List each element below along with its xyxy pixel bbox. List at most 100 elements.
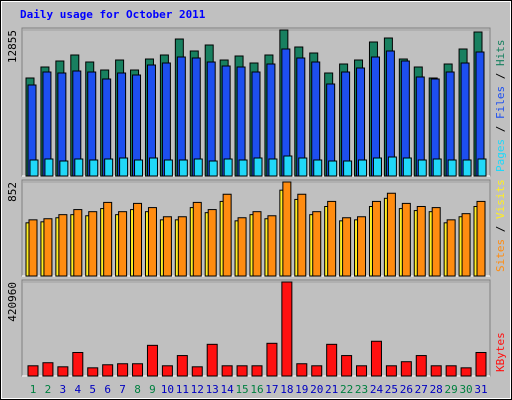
bar <box>161 365 173 377</box>
bar <box>402 157 412 177</box>
bar <box>341 71 351 177</box>
legend: Sites / Visits <box>494 179 507 272</box>
bar <box>44 158 54 177</box>
bar <box>432 158 442 177</box>
bar <box>312 211 322 277</box>
bar <box>311 61 321 177</box>
bar <box>103 201 113 277</box>
y-tick-label: 420960 <box>6 282 19 322</box>
bar <box>221 365 233 377</box>
bar <box>341 355 353 377</box>
x-tick-label: 30 <box>459 383 472 396</box>
bar <box>72 351 84 377</box>
bar <box>28 219 38 277</box>
x-tick-label: 15 <box>235 383 248 396</box>
bar <box>191 366 203 377</box>
bar <box>326 343 338 377</box>
bar <box>223 158 233 177</box>
bar <box>328 160 338 177</box>
x-tick-label: 3 <box>60 383 67 396</box>
bar <box>460 367 472 377</box>
bar <box>343 160 353 177</box>
bar <box>236 365 248 377</box>
bar <box>27 365 39 377</box>
bar <box>267 215 277 277</box>
legend-entry: Files <box>494 86 507 119</box>
bar <box>104 158 114 177</box>
x-tick-label: 27 <box>415 383 428 396</box>
bar <box>147 207 157 277</box>
bar <box>163 159 173 177</box>
bar <box>431 207 441 277</box>
bar <box>89 159 99 177</box>
bar <box>461 213 471 277</box>
bar <box>460 62 470 177</box>
bar <box>74 158 84 177</box>
bar <box>385 365 397 377</box>
bar <box>146 344 158 377</box>
bar <box>176 56 186 177</box>
legend-separator: / <box>494 66 507 86</box>
bar <box>252 211 262 277</box>
bar <box>476 200 486 277</box>
bar <box>88 211 98 277</box>
bar <box>477 158 487 177</box>
bar <box>133 202 143 277</box>
x-tick-label: 28 <box>430 383 443 396</box>
bar <box>281 281 293 377</box>
y-tick-label: 12855 <box>6 30 19 63</box>
bar <box>342 217 352 277</box>
bar <box>415 355 427 377</box>
x-tick-label: 23 <box>355 383 368 396</box>
bar <box>58 214 68 277</box>
chart-title: Daily usage for October 2011 <box>20 8 206 21</box>
x-tick-label: 12 <box>191 383 204 396</box>
legend-separator: / <box>494 219 507 239</box>
bar <box>447 159 457 177</box>
bar <box>283 155 293 177</box>
bar <box>207 209 217 277</box>
bar <box>401 202 411 277</box>
bar <box>296 363 308 377</box>
y-tick-label: 852 <box>6 182 19 202</box>
bar <box>416 205 426 277</box>
bar <box>446 219 456 277</box>
bar <box>117 363 129 377</box>
bar <box>42 362 54 377</box>
x-tick-label: 16 <box>250 383 263 396</box>
bar <box>191 57 201 177</box>
bar <box>57 366 69 377</box>
bar <box>222 193 232 277</box>
legend-separator: / <box>494 119 507 139</box>
bar <box>119 157 129 177</box>
x-tick-label: 7 <box>119 383 126 396</box>
bar <box>29 159 39 177</box>
x-tick-label: 2 <box>45 383 52 396</box>
legend-entry: Pages <box>494 139 507 172</box>
bar <box>400 361 412 377</box>
x-tick-label: 8 <box>134 383 141 396</box>
bar <box>268 158 278 177</box>
bar <box>475 351 487 377</box>
legend: Pages / Files / Hits <box>494 40 507 173</box>
legend: KBytes <box>494 332 507 372</box>
bar <box>253 157 263 177</box>
legend-entry: KBytes <box>494 332 507 372</box>
bar <box>176 355 188 377</box>
bar <box>102 364 114 377</box>
bar <box>238 159 248 177</box>
x-tick-label: 20 <box>310 383 323 396</box>
x-tick-label: 14 <box>221 383 235 396</box>
x-tick-label: 5 <box>89 383 96 396</box>
bar <box>208 160 218 177</box>
x-tick-label: 31 <box>474 383 487 396</box>
bar <box>266 342 278 377</box>
bar <box>87 367 99 377</box>
x-tick-label: 13 <box>206 383 219 396</box>
bar <box>206 343 218 377</box>
x-tick-label: 22 <box>340 383 353 396</box>
bar <box>282 181 292 277</box>
legend-entry: Hits <box>494 40 507 67</box>
bar <box>297 193 307 277</box>
